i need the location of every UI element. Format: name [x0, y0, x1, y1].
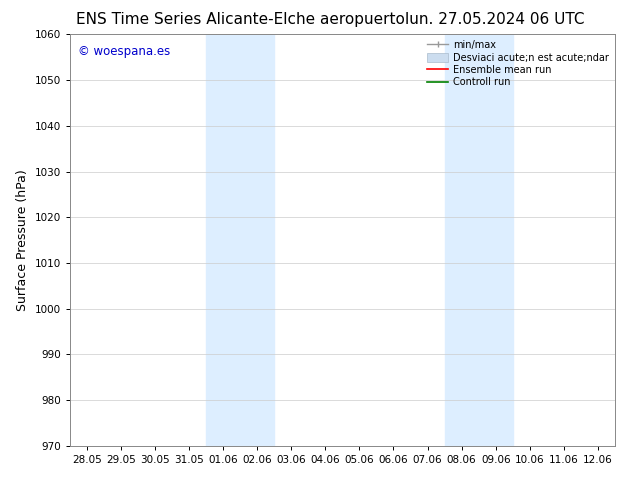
Bar [444, 34, 513, 446]
Text: © woespana.es: © woespana.es [78, 45, 170, 58]
Y-axis label: Surface Pressure (hPa): Surface Pressure (hPa) [16, 169, 29, 311]
Text: lun. 27.05.2024 06 UTC: lun. 27.05.2024 06 UTC [404, 12, 585, 27]
Legend: min/max, Desviaci acute;n est acute;ndar, Ensemble mean run, Controll run: min/max, Desviaci acute;n est acute;ndar… [424, 37, 612, 90]
Text: ENS Time Series Alicante-Elche aeropuerto: ENS Time Series Alicante-Elche aeropuert… [77, 12, 405, 27]
Bar [206, 34, 275, 446]
